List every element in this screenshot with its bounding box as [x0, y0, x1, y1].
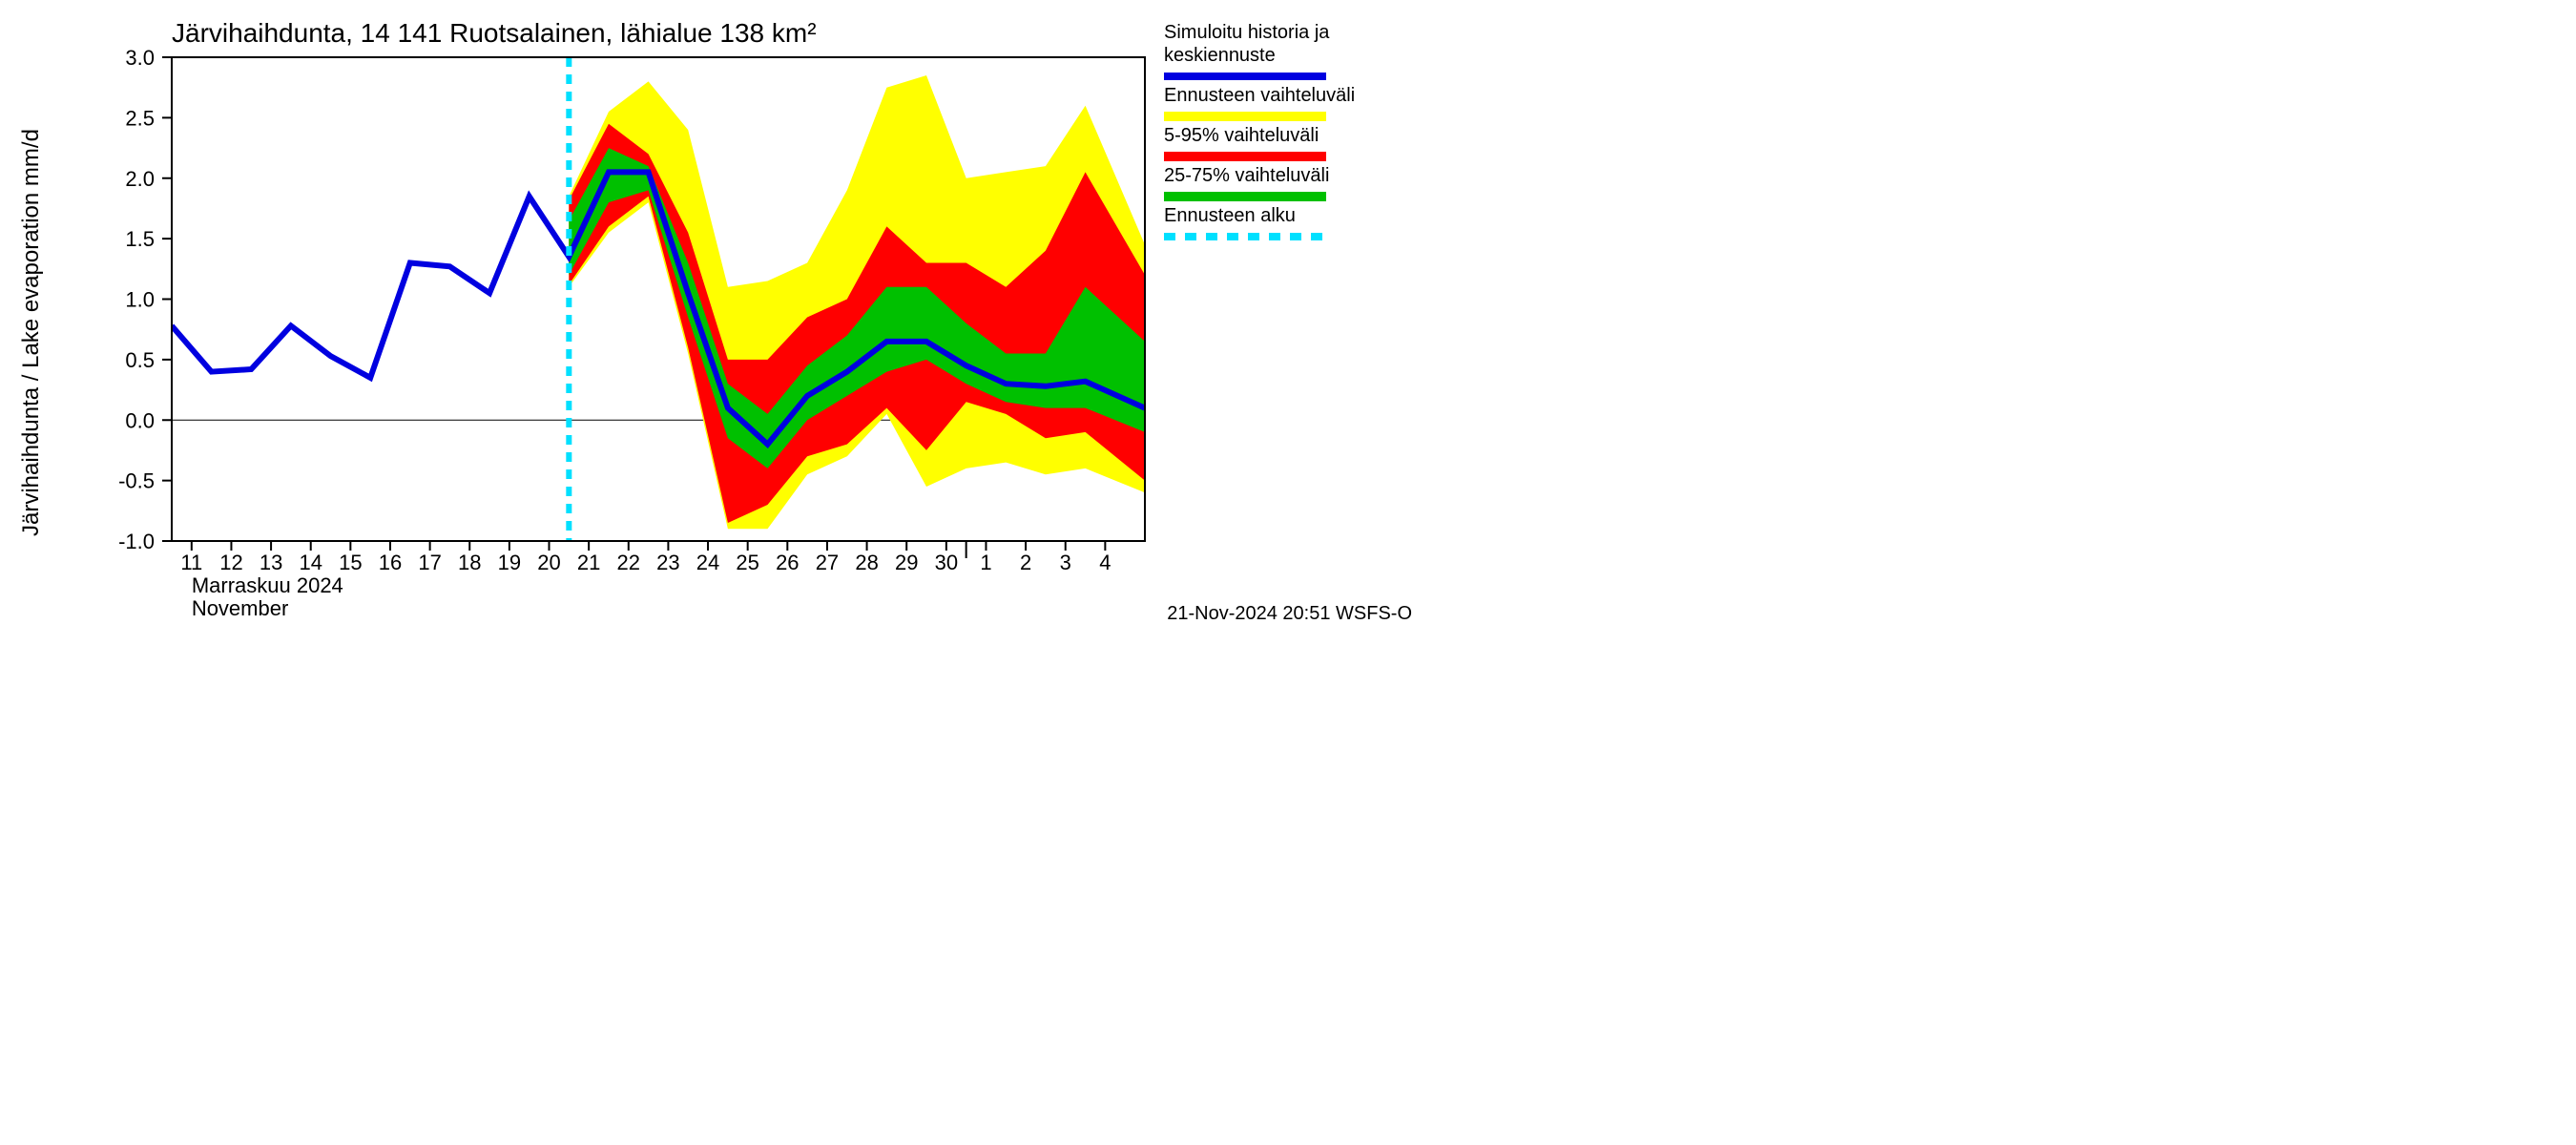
chart-title: Järvihaihdunta, 14 141 Ruotsalainen, läh… — [172, 18, 817, 48]
ytick-label: 2.0 — [125, 167, 155, 191]
ytick-label: 0.5 — [125, 348, 155, 372]
legend-swatch-band — [1164, 192, 1326, 201]
xtick-label: 4 — [1099, 551, 1111, 574]
legend-label: 25-75% vaihteluväli — [1164, 165, 1329, 186]
xtick-label: 19 — [498, 551, 521, 574]
xtick-label: 11 — [180, 551, 202, 574]
legend-swatch-band — [1164, 152, 1326, 161]
footer-timestamp: 21-Nov-2024 20:51 WSFS-O — [1167, 603, 1412, 624]
xtick-label: 29 — [895, 551, 918, 574]
xtick-label: 15 — [339, 551, 362, 574]
ytick-label: -1.0 — [118, 530, 155, 553]
ytick-label: 1.5 — [125, 227, 155, 251]
xtick-label: 27 — [816, 551, 839, 574]
y-axis-label: Järvihaihdunta / Lake evaporation mm/d — [18, 129, 44, 536]
xtick-label: 3 — [1060, 551, 1071, 574]
ytick-label: -0.5 — [118, 469, 155, 493]
legend-label: Ennusteen vaihteluväli — [1164, 85, 1355, 106]
xtick-label: 21 — [577, 551, 600, 574]
legend-label: 5-95% vaihteluväli — [1164, 125, 1319, 146]
xtick-label: 13 — [260, 551, 282, 574]
xtick-label: 1 — [980, 551, 991, 574]
xtick-label: 12 — [219, 551, 242, 574]
legend-label: Ennusteen alku — [1164, 205, 1296, 226]
ytick-label: 0.0 — [125, 408, 155, 432]
xtick-label: 22 — [617, 551, 640, 574]
xtick-label: 25 — [736, 551, 758, 574]
xtick-label: 14 — [299, 551, 322, 574]
legend-swatch-band — [1164, 112, 1326, 121]
xtick-label: 20 — [537, 551, 560, 574]
xtick-label: 23 — [656, 551, 679, 574]
ytick-label: 3.0 — [125, 46, 155, 70]
xtick-label: 30 — [935, 551, 958, 574]
legend-label: keskiennuste — [1164, 45, 1276, 66]
month-label-fi: Marraskuu 2024 — [192, 573, 343, 597]
legend-label: Simuloitu historia ja — [1164, 22, 1330, 43]
xtick-label: 18 — [458, 551, 481, 574]
xtick-label: 24 — [696, 551, 719, 574]
xtick-label: 17 — [418, 551, 441, 574]
xtick-label: 16 — [379, 551, 402, 574]
xtick-label: 28 — [855, 551, 878, 574]
xtick-label: 2 — [1020, 551, 1031, 574]
ytick-label: 1.0 — [125, 288, 155, 312]
ytick-label: 2.5 — [125, 106, 155, 130]
xtick-label: 26 — [776, 551, 799, 574]
month-label-en: November — [192, 596, 288, 620]
